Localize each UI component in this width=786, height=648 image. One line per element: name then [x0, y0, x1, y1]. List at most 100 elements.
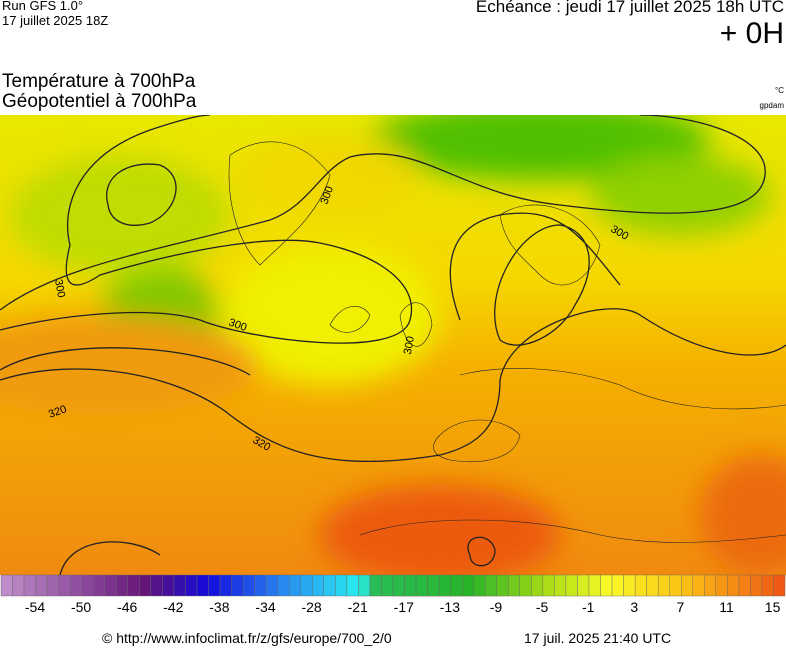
- colorbar-swatch: [704, 574, 717, 597]
- title-geopotential: Géopotentiel à 700hPa: [2, 91, 197, 112]
- colorbar-swatch: [69, 574, 82, 597]
- colorbar-label: 15: [764, 599, 781, 615]
- colorbar-swatch: [623, 574, 636, 597]
- geopotential-contours: [0, 115, 786, 576]
- colorbar-swatch: [657, 574, 670, 597]
- colorbar-swatch: [669, 574, 682, 597]
- colorbar-label: -5: [535, 599, 549, 615]
- colorbar-swatch: [588, 574, 601, 597]
- run-date: 17 juillet 2025 18Z: [2, 13, 109, 28]
- contour-label: 320: [47, 403, 68, 421]
- colorbar-swatch: [600, 574, 613, 597]
- colorbar-label: -46: [117, 599, 138, 615]
- colorbar-swatch: [611, 574, 624, 597]
- colorbar-swatch: [300, 574, 313, 597]
- colorbar-swatch: [404, 574, 417, 597]
- colorbar-swatch: [508, 574, 521, 597]
- colorbar-label: -34: [255, 599, 276, 615]
- temperature-field: [0, 115, 786, 585]
- colorbar-swatch: [485, 574, 497, 597]
- colorbar-swatch: [369, 574, 382, 597]
- colorbar-swatch: [35, 574, 48, 597]
- colorbar-swatch: [231, 574, 244, 597]
- colorbar-label: 11: [719, 599, 734, 615]
- colorbar-swatch: [277, 574, 290, 597]
- contour-label-group: 300 300 300 300 320 320 300: [47, 185, 630, 454]
- echeance: Echéance : jeudi 17 juillet 2025 18h UTC: [475, 0, 784, 16]
- colorbar-label: -17: [393, 599, 414, 615]
- colorbar-swatch: [738, 574, 751, 597]
- footer-timestamp: 17 juil. 2025 21:40 UTC: [524, 630, 672, 646]
- colorbar-swatch: [761, 574, 774, 597]
- colorbar-label: 3: [630, 599, 639, 615]
- title-temperature: Température à 700hPa: [2, 71, 196, 92]
- colorbar-swatch: [185, 574, 198, 597]
- colorbar-swatch: [219, 574, 232, 597]
- contour-label: 300: [227, 317, 248, 335]
- contour-label: 300: [402, 335, 417, 355]
- colorbar-swatch: [196, 574, 209, 597]
- colorbar-label: -13: [439, 599, 461, 615]
- map: 300 300 300 300 320 320 300: [0, 115, 786, 597]
- colorbar-label: -1: [581, 599, 595, 615]
- unit-geopotential: gpdam: [759, 101, 784, 110]
- colorbar-swatch: [346, 574, 359, 597]
- colorbar-swatch: [727, 574, 740, 597]
- colorbar-swatch: [681, 574, 693, 597]
- colorbar-swatch: [358, 574, 371, 597]
- colorbar-swatch: [93, 574, 105, 597]
- colorbar-swatch: [312, 574, 325, 597]
- contour-label: 300: [52, 278, 67, 298]
- colorbar-swatch: [692, 574, 705, 597]
- colorbar-swatch: [0, 574, 13, 597]
- colorbar-swatch: [634, 574, 647, 597]
- colorbar-swatch: [208, 574, 221, 597]
- colorbar-swatch: [81, 574, 94, 597]
- colorbar-swatch: [496, 574, 509, 597]
- colorbar-swatch: [12, 574, 25, 597]
- colorbar-swatch: [254, 574, 267, 597]
- colorbar-swatch: [127, 574, 140, 597]
- colorbar-swatch: [335, 574, 348, 597]
- colorbar-swatch: [323, 574, 336, 597]
- colorbar-label: -28: [301, 599, 322, 615]
- colorbar-swatch: [473, 574, 486, 597]
- colorbar-swatch: [450, 574, 463, 597]
- colorbar-swatch: [265, 574, 278, 597]
- colorbar-swatch: [715, 574, 728, 597]
- footer-url: © http://www.infoclimat.fr/z/gfs/europe/…: [102, 630, 392, 646]
- colorbar-swatch: [150, 574, 163, 597]
- colorbar-swatch: [289, 574, 301, 597]
- colorbar-label: -50: [70, 599, 92, 615]
- colorbar-swatch: [577, 574, 590, 597]
- colorbar-swatch: [104, 574, 117, 597]
- run-label: Run GFS 1.0°: [2, 0, 84, 13]
- colorbar: [0, 574, 786, 597]
- colorbar-swatch: [415, 574, 428, 597]
- colorbar-swatch: [58, 574, 71, 597]
- colorbar-swatch: [242, 574, 255, 597]
- colorbar-swatch: [542, 574, 555, 597]
- colorbar-swatch: [646, 574, 659, 597]
- colorbar-swatch: [162, 574, 175, 597]
- contour-label: 300: [319, 185, 337, 206]
- colorbar-swatch: [565, 574, 578, 597]
- colorbar-swatch: [519, 574, 532, 597]
- colorbar-swatch: [46, 574, 59, 597]
- colorbar-swatch: [173, 574, 186, 597]
- unit-temperature: °C: [775, 86, 784, 95]
- colorbar-swatch: [23, 574, 36, 597]
- colorbar-label: -9: [489, 599, 503, 615]
- colorbar-swatch: [139, 574, 152, 597]
- colorbar-label: -54: [24, 599, 46, 615]
- colorbar-label: 7: [676, 599, 685, 615]
- lead-time: + 0H: [719, 17, 784, 50]
- coastlines: [228, 141, 786, 543]
- colorbar-swatch: [381, 574, 394, 597]
- colorbar-swatch: [531, 574, 544, 597]
- colorbar-swatch: [116, 574, 129, 597]
- colorbar-swatch: [461, 574, 474, 597]
- colorbar-label: -21: [347, 599, 368, 615]
- colorbar-swatch: [392, 574, 405, 597]
